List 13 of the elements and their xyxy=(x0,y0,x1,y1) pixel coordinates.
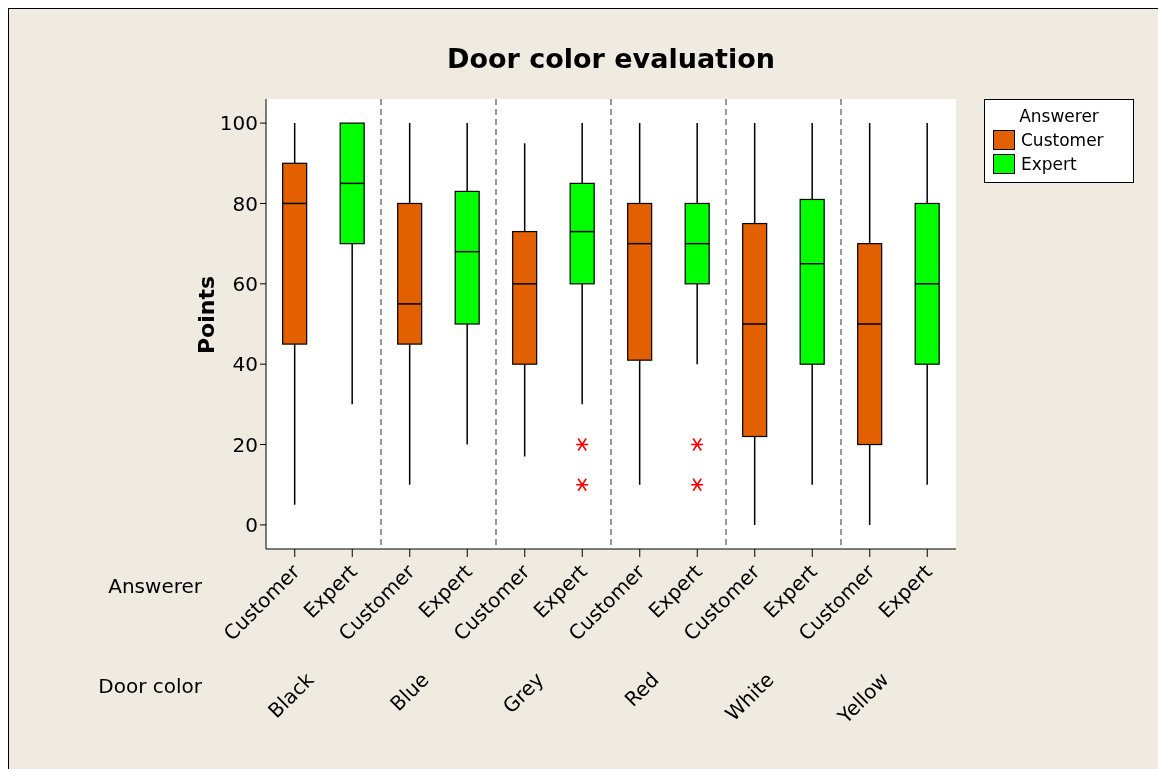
text: Answerer xyxy=(108,574,202,598)
y-tick-label: 60 xyxy=(232,271,258,296)
y-tick-label: 100 xyxy=(219,111,258,136)
y-tick-label: 20 xyxy=(232,432,258,457)
y-tick-label: 80 xyxy=(232,191,258,216)
legend-label: Customer xyxy=(1021,130,1104,150)
y-tick-label: 0 xyxy=(245,512,258,537)
x-axis-title: Door color xyxy=(98,674,202,698)
chart-title: Door color evaluation xyxy=(445,43,777,74)
legend-title: Answerer xyxy=(1018,106,1100,126)
y-axis-title: Points xyxy=(193,275,219,354)
legend-label: Expert xyxy=(1021,154,1077,174)
y-tick-label: 40 xyxy=(232,352,258,377)
